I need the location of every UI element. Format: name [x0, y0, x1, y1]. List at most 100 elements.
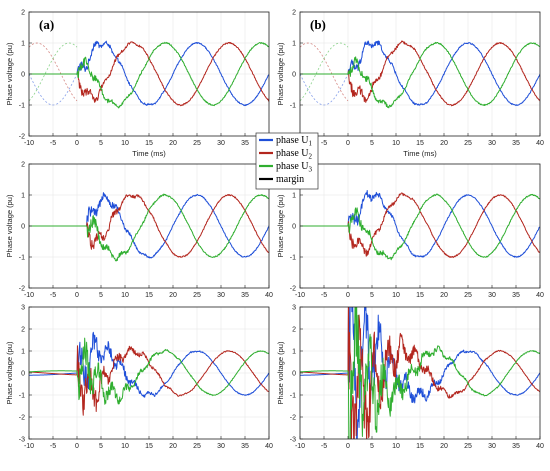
- x-tick-label: 10: [121, 140, 129, 147]
- y-tick-label: 0: [292, 72, 296, 79]
- series-line-3: [300, 307, 540, 439]
- y-axis-label: Phase voltage (pu): [276, 194, 285, 257]
- x-tick-label: 25: [193, 140, 201, 147]
- x-tick-label: 5: [370, 140, 374, 147]
- y-tick-label: 1: [292, 349, 296, 356]
- y-axis-label: Phase voltage (pu): [5, 42, 14, 105]
- traces: [300, 40, 540, 109]
- y-tick-label: 2: [292, 10, 296, 17]
- x-tick-label: 35: [512, 443, 520, 450]
- y-tick-label: 1: [292, 193, 296, 200]
- x-tick-label: 15: [416, 292, 424, 299]
- x-tick-label: 5: [370, 443, 374, 450]
- legend-label-base: margin: [276, 174, 304, 185]
- y-axis-label: Phase voltage (pu): [5, 194, 14, 257]
- x-tick-label: 35: [241, 443, 249, 450]
- x-tick-label: 15: [145, 292, 153, 299]
- legend-label-sub: 2: [309, 153, 313, 161]
- legend-label-2: phase U2: [276, 148, 313, 161]
- x-tick-label: 30: [217, 443, 225, 450]
- x-tick-label: 15: [145, 140, 153, 147]
- y-tick-label: 0: [21, 72, 25, 79]
- y-tick-label: 2: [21, 10, 25, 17]
- x-tick-label: -10: [295, 292, 305, 299]
- y-tick-label: 3: [21, 305, 25, 312]
- x-tick-label: 10: [392, 443, 400, 450]
- legend-label-sub: 3: [309, 166, 313, 174]
- y-tick-label: -1: [19, 393, 25, 400]
- x-tick-label: 10: [392, 292, 400, 299]
- series-line-3: [29, 337, 269, 405]
- x-tick-label: 20: [440, 292, 448, 299]
- y-tick-label: -2: [290, 286, 296, 293]
- legend-label-1: phase U1: [276, 135, 313, 148]
- x-tick-label: 20: [169, 292, 177, 299]
- legend-label-base: phase U: [276, 161, 309, 172]
- series-line-3: [29, 193, 269, 262]
- panel-label: (a): [39, 17, 54, 32]
- y-tick-label: 1: [292, 41, 296, 48]
- x-tick-label: 10: [121, 443, 129, 450]
- y-tick-label: -1: [290, 255, 296, 262]
- series-prefault-3: [300, 42, 349, 102]
- x-tick-label: 35: [241, 140, 249, 147]
- x-tick-label: -5: [321, 140, 327, 147]
- x-tick-label: 25: [464, 140, 472, 147]
- x-tick-label: 35: [512, 292, 520, 299]
- x-tick-label: 40: [536, 292, 544, 299]
- x-tick-label: 10: [121, 292, 129, 299]
- x-tick-label: 5: [99, 292, 103, 299]
- x-tick-label: 25: [464, 292, 472, 299]
- legend-label-base: phase U: [276, 148, 309, 159]
- x-tick-label: 0: [75, 443, 79, 450]
- x-tick-label: -10: [24, 443, 34, 450]
- x-tick-label: 35: [512, 140, 520, 147]
- y-tick-label: -2: [19, 286, 25, 293]
- y-tick-label: -1: [290, 103, 296, 110]
- x-tick-label: -5: [50, 140, 56, 147]
- traces: [29, 192, 269, 262]
- x-tick-label: 40: [265, 443, 273, 450]
- x-tick-label: 25: [464, 443, 472, 450]
- y-tick-label: 1: [21, 349, 25, 356]
- x-tick-label: -5: [321, 443, 327, 450]
- y-tick-label: -1: [19, 255, 25, 262]
- y-tick-label: -3: [19, 437, 25, 444]
- x-tick-label: 20: [169, 140, 177, 147]
- traces: [300, 190, 540, 261]
- legend-label-4: margin: [276, 174, 304, 185]
- y-tick-label: 1: [21, 41, 25, 48]
- x-tick-label: 15: [416, 140, 424, 147]
- legend-label-3: phase U3: [276, 161, 313, 174]
- y-tick-label: -1: [290, 393, 296, 400]
- x-tick-label: 30: [488, 443, 496, 450]
- legend-label-base: phase U: [276, 135, 309, 146]
- x-tick-label: 15: [416, 443, 424, 450]
- series-line-3: [29, 41, 269, 109]
- traces: [29, 331, 269, 416]
- x-tick-label: 20: [169, 443, 177, 450]
- series-prefault-3: [29, 42, 78, 102]
- x-tick-label: 30: [488, 140, 496, 147]
- x-tick-label: 30: [217, 292, 225, 299]
- y-tick-label: 2: [21, 327, 25, 334]
- y-tick-label: -2: [290, 415, 296, 422]
- x-tick-label: -10: [24, 140, 34, 147]
- y-tick-label: 0: [292, 371, 296, 378]
- x-tick-label: -5: [321, 292, 327, 299]
- x-tick-label: 15: [145, 443, 153, 450]
- series-line-3: [300, 41, 540, 109]
- y-tick-label: 2: [292, 327, 296, 334]
- x-tick-label: 5: [99, 443, 103, 450]
- traces: [300, 307, 540, 439]
- x-tick-label: 0: [346, 292, 350, 299]
- x-tick-label: -5: [50, 292, 56, 299]
- x-tick-label: 35: [241, 292, 249, 299]
- grid: [299, 306, 541, 440]
